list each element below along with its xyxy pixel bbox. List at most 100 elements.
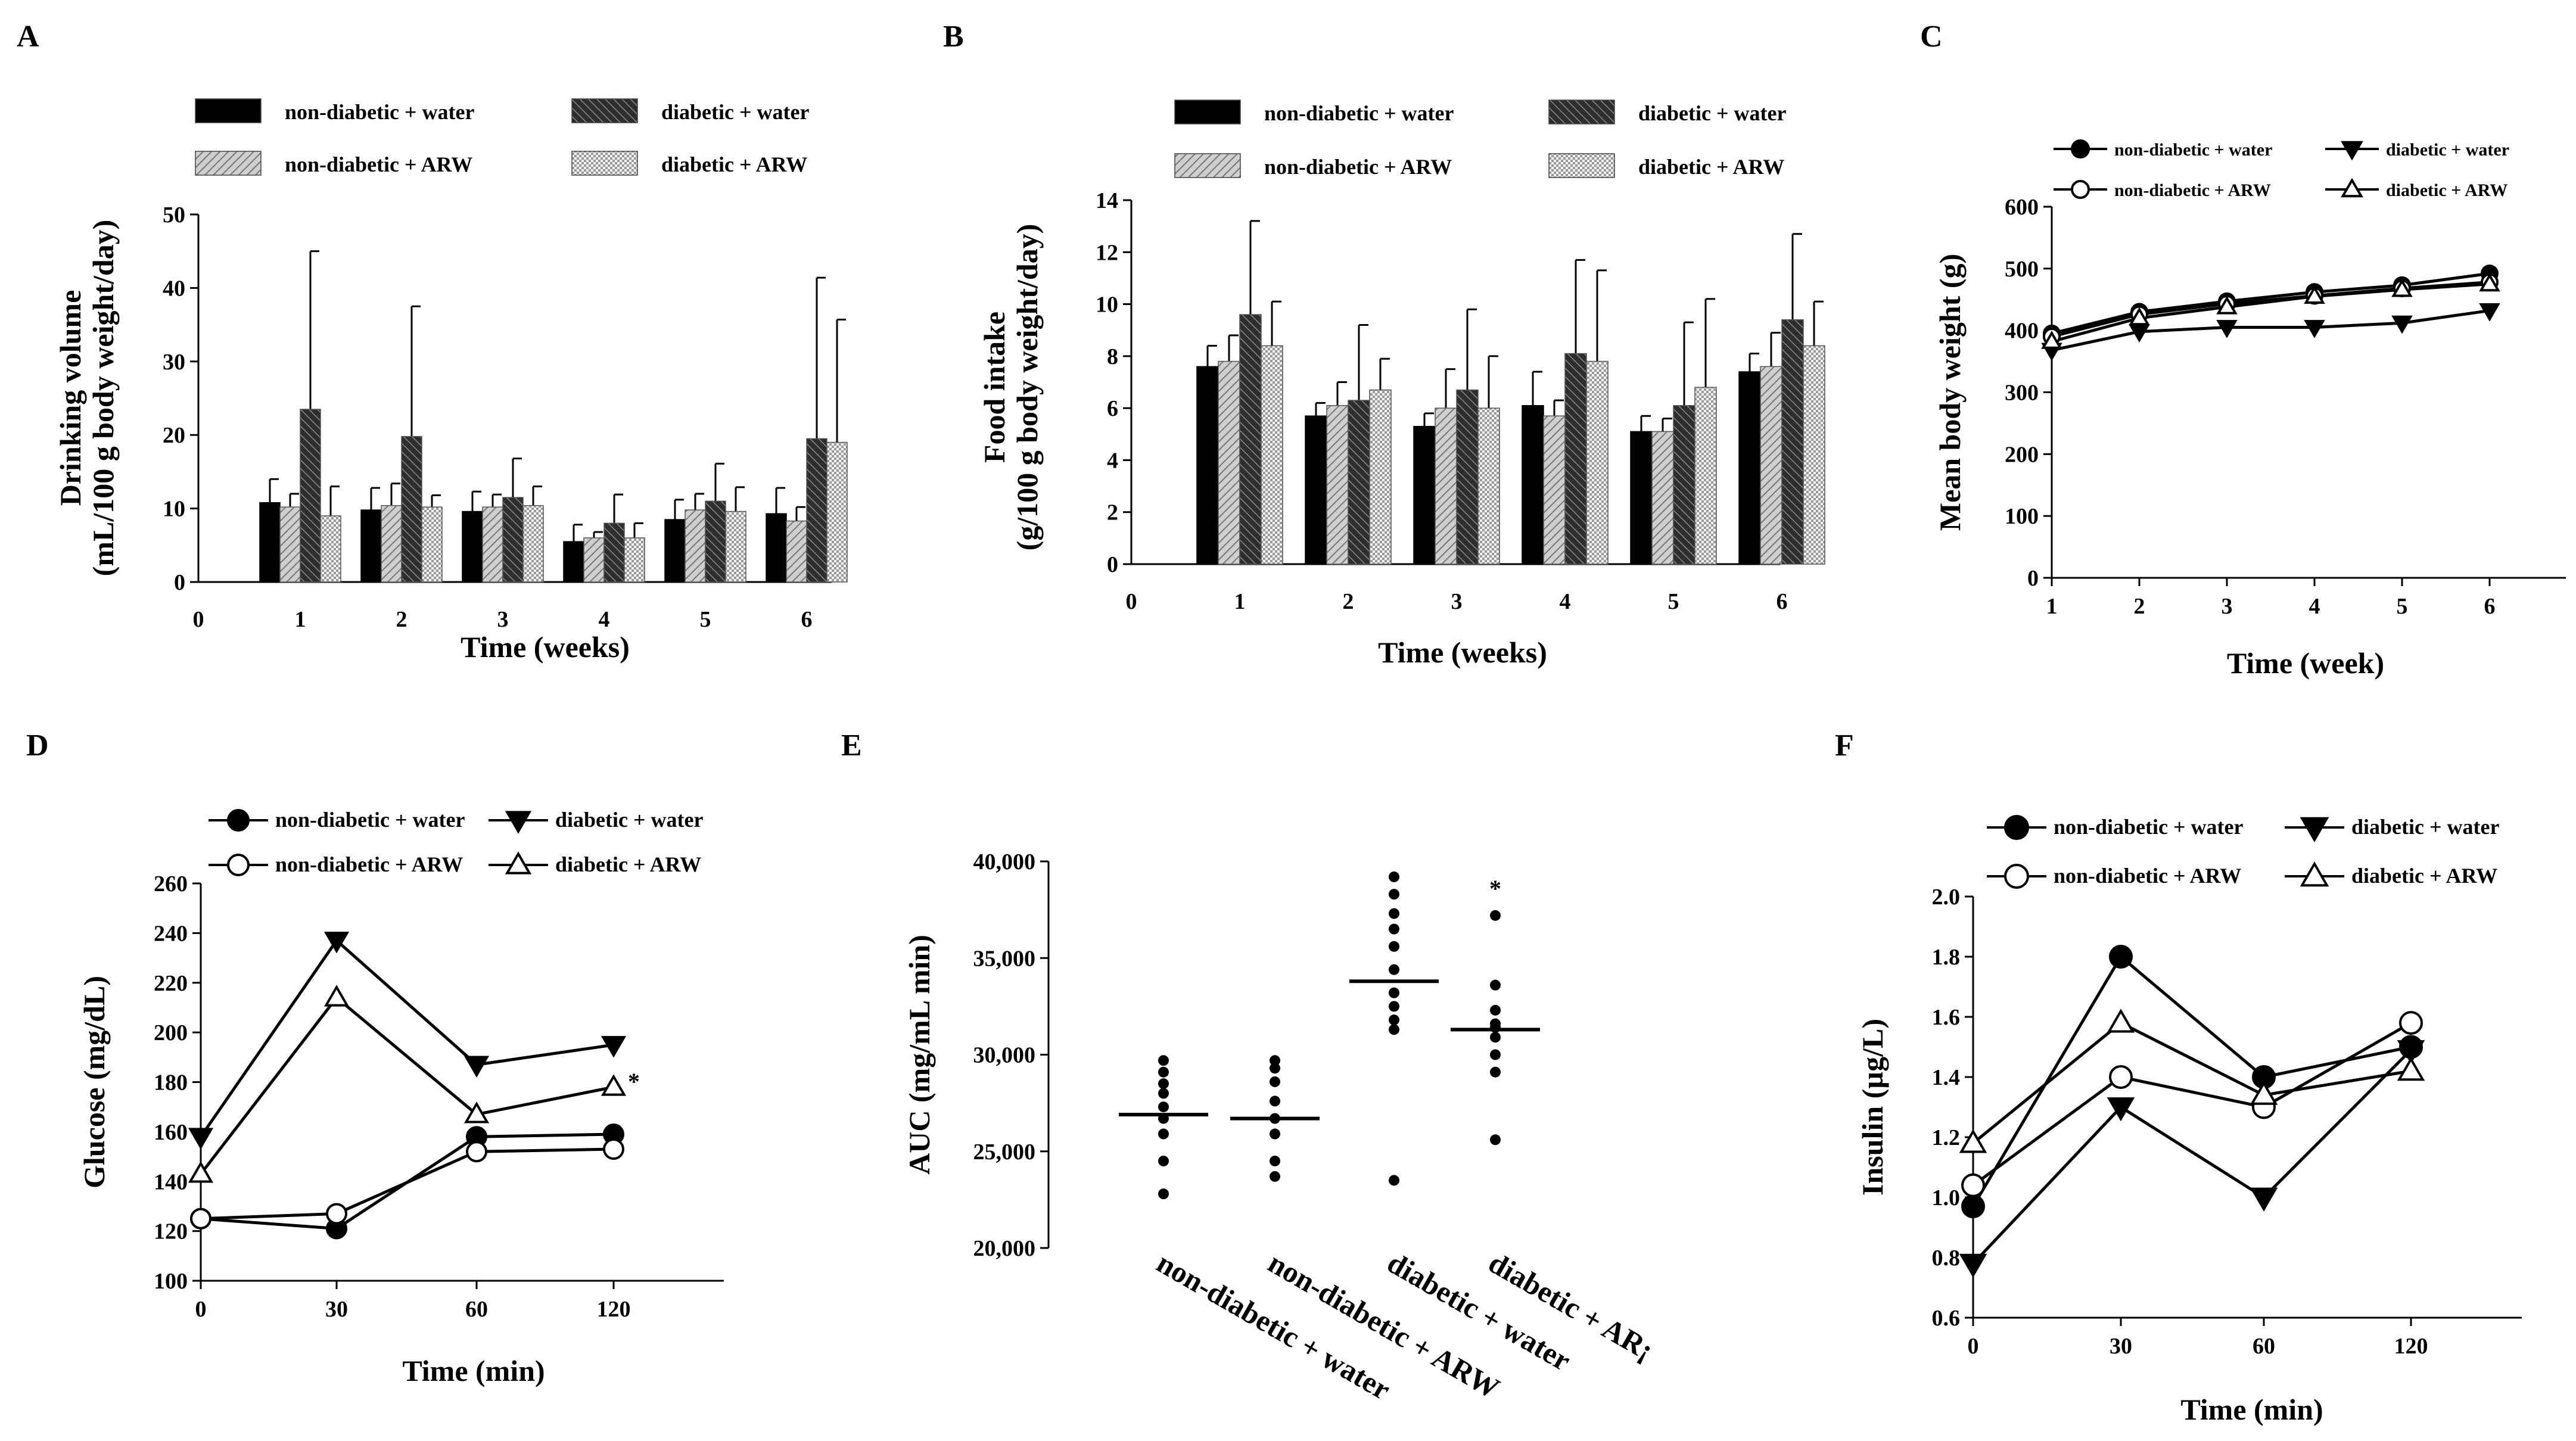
panel-label-c: C <box>1920 20 1943 54</box>
bar <box>806 438 827 583</box>
legend-label: diabetic + ARW <box>661 152 807 176</box>
y-tick-label: 1.6 <box>1932 1005 1961 1030</box>
y-tick-label: 180 <box>154 1070 188 1095</box>
bar <box>1586 360 1609 565</box>
y-tick-label: 2 <box>1107 500 1118 525</box>
bar <box>360 509 382 583</box>
legend-swatch <box>571 151 638 176</box>
bar <box>1261 345 1283 565</box>
x-tick-label: 6 <box>801 607 813 632</box>
x-tick-label: 3 <box>1451 589 1463 614</box>
x-tick-label: 30 <box>2110 1334 2132 1359</box>
data-point <box>466 1141 487 1163</box>
x-tick-label: 4 <box>2309 594 2320 619</box>
legend-label: diabetic + water <box>2386 140 2509 160</box>
significance-marker: * <box>1489 875 1501 902</box>
bar <box>603 522 625 583</box>
legend-label: non-diabetic + ARW <box>1264 155 1452 179</box>
legend-swatch <box>1548 99 1615 125</box>
x-tick-label: 60 <box>2253 1334 2275 1359</box>
y-tick-label: 30,000 <box>973 1043 1036 1068</box>
data-point <box>1158 1101 1169 1113</box>
legend: non-diabetic + water non-diabetic + ARW di… <box>195 98 809 176</box>
y-tick-label: 14 <box>1096 188 1118 213</box>
series-line <box>1972 1021 2412 1187</box>
bar <box>1305 415 1327 565</box>
panel-a: 0 10 20 30 40 50 0 1 2 3 4 5 6 Time (weeks) Drinking v… <box>54 98 848 664</box>
y-tick-label: 0.8 <box>1932 1246 1961 1271</box>
legend-marker <box>2004 864 2029 889</box>
data-point <box>1490 1004 1501 1016</box>
legend: non-diabetic + water non-diabetic + ARW di… <box>1174 99 1786 179</box>
data-point <box>2107 1097 2135 1122</box>
data-point <box>1270 1128 1280 1140</box>
y-axis-title: Glucose (mg/dL) <box>77 976 111 1188</box>
legend-label: non-diabetic + water <box>285 100 475 124</box>
data-point <box>1270 1155 1280 1166</box>
legend-swatch <box>195 98 262 123</box>
y-tick-label: 0.6 <box>1932 1306 1961 1331</box>
bar <box>725 511 746 583</box>
legend-label: diabetic + ARW <box>555 852 701 876</box>
data-point <box>2391 315 2413 334</box>
data-point <box>1961 1194 1985 1219</box>
x-tick-label: 0 <box>193 607 204 632</box>
y-tick-label: 0 <box>2027 566 2039 591</box>
legend-swatch <box>1548 153 1615 178</box>
x-axis-title: Time (weeks) <box>1378 636 1547 669</box>
x-tick-label: 2 <box>1343 589 1354 614</box>
data-point <box>188 1128 214 1150</box>
bar <box>300 409 321 583</box>
bar <box>1413 425 1436 565</box>
y-tick-label: 100 <box>154 1269 188 1294</box>
data-point <box>1158 1088 1169 1099</box>
x-tick-label: 5 <box>1668 589 1679 614</box>
x-tick-label: 1 <box>295 607 306 632</box>
x-tick-label: 3 <box>2222 594 2233 619</box>
x-axis-title: Time (min) <box>2180 1393 2323 1426</box>
x-tick-label: 1 <box>2046 594 2058 619</box>
data-point <box>1389 1001 1399 1012</box>
legend-label: non-diabetic + ARW <box>2054 864 2241 888</box>
legend: non-diabetic + water non-diabetic + ARW di… <box>209 808 703 876</box>
y-tick-label: 2.0 <box>1932 885 1961 910</box>
legend-swatch <box>1174 153 1241 178</box>
legend-marker <box>2341 178 2363 198</box>
y-axis-title-text: Insulin (µg/L) <box>1856 1019 1889 1196</box>
bar <box>1477 407 1500 565</box>
bar <box>522 505 544 583</box>
data-point <box>1158 1078 1169 1090</box>
data-point <box>2399 1011 2423 1035</box>
data-point <box>1389 941 1399 952</box>
x-tick-label: 6 <box>2484 594 2496 619</box>
data-point <box>463 1056 490 1078</box>
bar <box>1326 405 1349 565</box>
y-tick-label: 30 <box>163 350 185 375</box>
legend-marker <box>505 811 532 834</box>
legend-swatch <box>195 151 262 176</box>
data-point <box>1270 1063 1280 1074</box>
y-tick-label: 240 <box>154 921 188 946</box>
y-tick-label: 40,000 <box>973 849 1036 874</box>
y-axis-title-line-2: (g/100 g body weight/day) <box>1010 224 1044 551</box>
data-point <box>323 932 350 954</box>
series-line <box>2051 309 2490 352</box>
legend-marker <box>2300 817 2329 842</box>
data-point <box>1389 923 1399 935</box>
legend-marker <box>2341 141 2363 161</box>
data-point <box>1959 1253 1987 1278</box>
legend-marker <box>227 854 250 876</box>
y-tick-label: 40 <box>163 276 185 301</box>
bar <box>1348 400 1370 565</box>
bar <box>279 506 301 583</box>
x-tick-label: 0 <box>1968 1334 1979 1359</box>
data-point <box>1389 1014 1399 1026</box>
bar <box>1239 314 1262 565</box>
series-line <box>2051 272 2490 335</box>
x-tick-label: 60 <box>465 1297 488 1322</box>
y-tick-label: 400 <box>2005 319 2039 344</box>
data-point <box>1389 908 1399 919</box>
y-axis-title-text: Mean body weight (g) <box>1933 254 1967 531</box>
bar <box>259 502 281 583</box>
y-tick-label: 6 <box>1107 396 1118 421</box>
